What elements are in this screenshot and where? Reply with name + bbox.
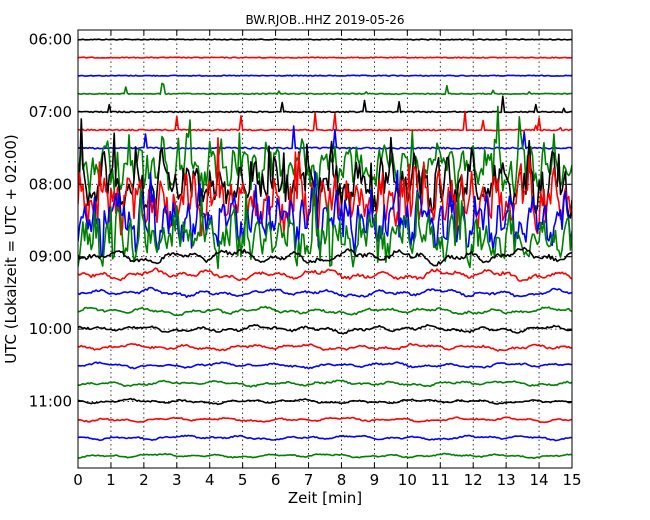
seismogram-trace bbox=[78, 342, 572, 352]
seismogram-trace bbox=[78, 246, 572, 267]
seismogram-trace bbox=[78, 186, 572, 270]
seismogram-trace bbox=[78, 74, 572, 77]
x-axis-label: Zeit [min] bbox=[288, 489, 362, 507]
x-tick-label: 9 bbox=[370, 471, 380, 489]
x-tick-label: 5 bbox=[238, 471, 248, 489]
seismogram-trace bbox=[78, 379, 572, 388]
x-tick-label: 0 bbox=[73, 471, 83, 489]
y-tick-label: 10:00 bbox=[29, 320, 72, 338]
x-tick-label: 6 bbox=[271, 471, 281, 489]
seismogram-trace bbox=[78, 169, 572, 257]
seismogram-trace bbox=[78, 361, 572, 370]
chart-title: BW.RJOB..HHZ 2019-05-26 bbox=[245, 13, 404, 27]
y-tick-label: 09:00 bbox=[29, 248, 72, 266]
x-tick-label: 10 bbox=[398, 471, 417, 489]
y-tick-label: 11:00 bbox=[29, 393, 72, 411]
y-tick-label: 06:00 bbox=[29, 31, 72, 49]
x-tick-label: 14 bbox=[530, 471, 549, 489]
x-tick-label: 13 bbox=[497, 471, 516, 489]
seismogram-trace bbox=[78, 137, 572, 238]
y-tick-label: 08:00 bbox=[29, 175, 72, 193]
seismogram-trace bbox=[78, 416, 572, 424]
x-tick-label: 2 bbox=[139, 471, 149, 489]
x-axis-ticks: 0 1 2 3 4 5 6 7 8 9 10 11 12 13 14 15 bbox=[73, 30, 582, 489]
seismogram-trace bbox=[78, 82, 572, 96]
x-tick-label: 1 bbox=[106, 471, 116, 489]
seismogram-traces bbox=[78, 38, 572, 459]
x-tick-label: 3 bbox=[172, 471, 182, 489]
y-axis-label: UTC (Lokalzeit = UTC + 02:00) bbox=[2, 134, 20, 364]
seismogram-trace bbox=[78, 397, 572, 406]
x-tick-label: 7 bbox=[304, 471, 314, 489]
x-tick-label: 11 bbox=[431, 471, 450, 489]
seismogram-trace bbox=[78, 267, 572, 282]
y-axis-ticks: 06:00 07:00 08:00 09:00 10:00 11:00 bbox=[29, 31, 572, 411]
y-tick-label: 07:00 bbox=[29, 103, 72, 121]
seismogram-trace bbox=[78, 452, 572, 459]
seismogram-trace bbox=[78, 56, 572, 59]
seismogram-trace bbox=[78, 38, 572, 41]
x-tick-label: 4 bbox=[205, 471, 215, 489]
seismogram-trace bbox=[78, 305, 572, 317]
seismogram-trace bbox=[78, 95, 572, 114]
seismogram-trace bbox=[78, 434, 572, 442]
x-tick-label: 15 bbox=[562, 471, 581, 489]
seismogram-trace bbox=[78, 110, 572, 132]
seismogram-trace bbox=[78, 286, 572, 298]
x-tick-label: 12 bbox=[464, 471, 483, 489]
seismogram-trace bbox=[78, 118, 572, 222]
seismogram-trace bbox=[78, 324, 572, 335]
plot-frame bbox=[77, 29, 573, 469]
x-tick-label: 8 bbox=[337, 471, 347, 489]
